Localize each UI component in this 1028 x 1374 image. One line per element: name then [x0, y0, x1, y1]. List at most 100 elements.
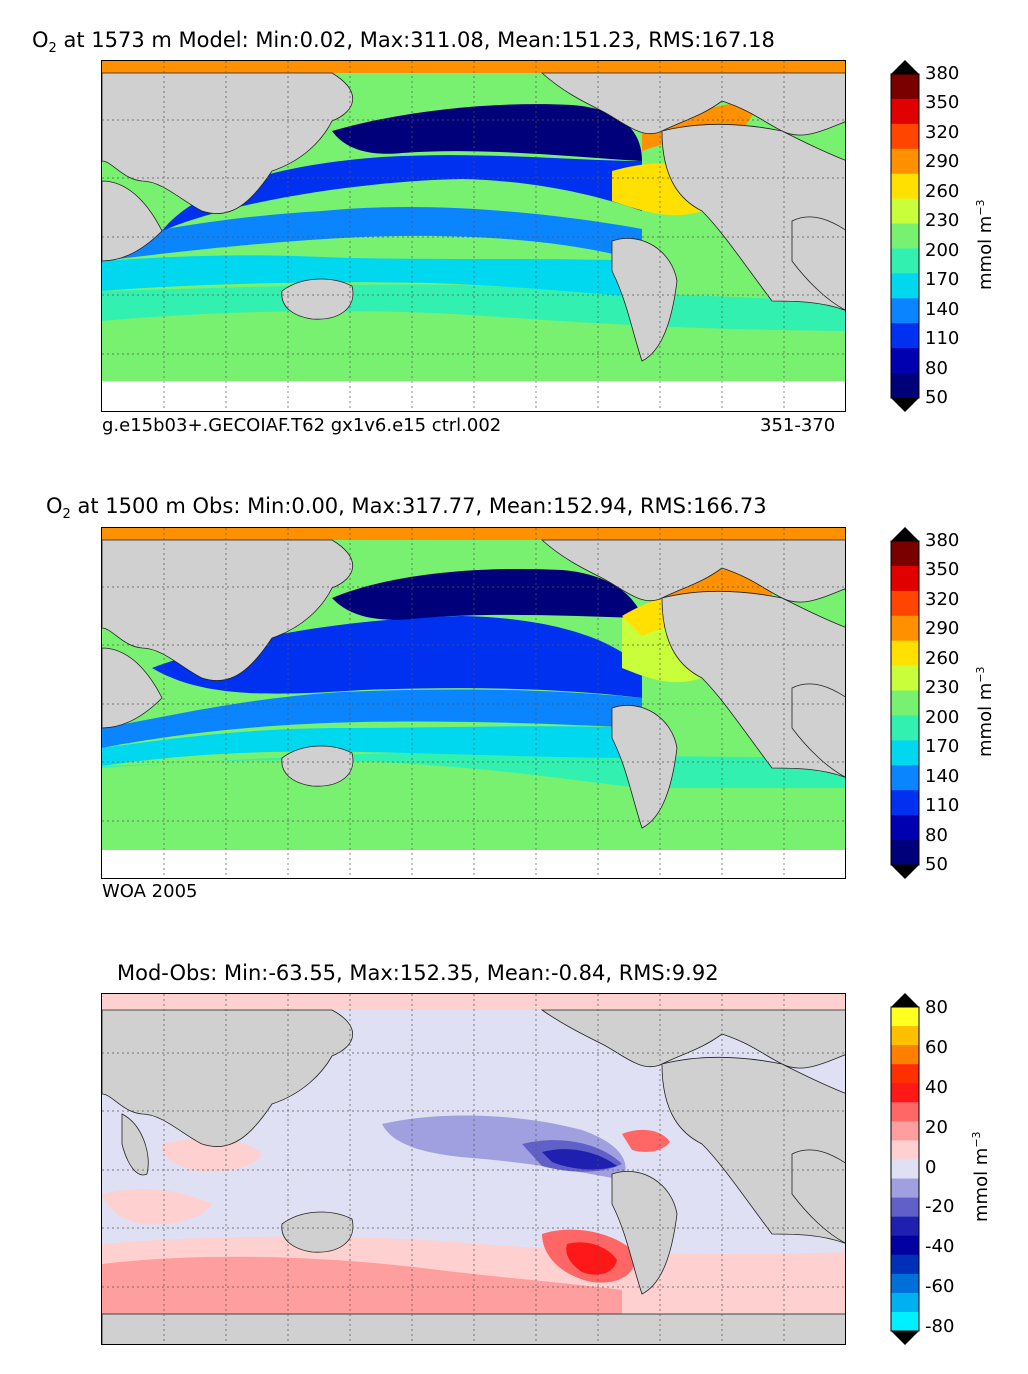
colorbar-swatch	[891, 1007, 919, 1027]
colorbar-swatch	[891, 273, 919, 299]
colorbar-swatch	[891, 615, 919, 642]
colorbar-swatch	[891, 565, 919, 592]
colorbar-swatch	[891, 98, 919, 125]
colorbar-tick-label: 0	[925, 1156, 937, 1178]
colorbar-extend-min	[891, 398, 919, 412]
colorbar-tick-label: 200	[925, 706, 960, 728]
panel1-colorbar	[890, 60, 920, 412]
panel3-colorbar-unit: mmol m−3	[970, 1131, 992, 1222]
colorbar-tick-label: 170	[925, 269, 960, 291]
colorbar-swatch	[891, 1026, 919, 1046]
panel2-colorbar	[890, 527, 920, 879]
colorbar-tick-label: 350	[925, 92, 960, 114]
panel1-map	[101, 60, 846, 412]
colorbar-swatch	[891, 298, 919, 324]
panel3-title: Mod-Obs: Min:-63.55, Max:152.35, Mean:-0…	[117, 961, 719, 985]
colorbar-tick-label: 260	[925, 647, 960, 669]
colorbar-swatch	[891, 1121, 919, 1141]
panel1-caption-left: g.e15b03+.GECOIAF.T62 gx1v6.e15 ctrl.002	[102, 415, 502, 436]
colorbar-swatch	[891, 74, 919, 100]
panel2-map	[101, 527, 846, 879]
panel3-map	[101, 993, 846, 1345]
colorbar-tick-label: 80	[925, 997, 948, 1018]
colorbar-tick-label: 110	[925, 795, 960, 817]
colorbar-swatch	[891, 815, 919, 841]
colorbar-extend-min	[891, 1331, 919, 1345]
colorbar-tick-label: 40	[925, 1076, 948, 1098]
colorbar-tick-label: -60	[925, 1276, 955, 1298]
colorbar-swatch	[891, 590, 919, 617]
colorbar-tick-label: 200	[925, 239, 960, 261]
colorbar-tick-label: 80	[925, 824, 948, 846]
colorbar-swatch	[891, 323, 919, 349]
colorbar-swatch	[891, 348, 919, 374]
colorbar-swatch	[891, 1140, 919, 1160]
colorbar-swatch	[891, 173, 919, 200]
colorbar-swatch	[891, 665, 919, 692]
colorbar-tick-label: 50	[925, 387, 948, 408]
colorbar-tick-label: -80	[925, 1316, 955, 1337]
colorbar-tick-label: 290	[925, 618, 960, 640]
colorbar-tick-label: 80	[925, 357, 948, 379]
colorbar-tick-label: -40	[925, 1236, 955, 1258]
colorbar-extend-min	[891, 865, 919, 879]
colorbar-swatch	[891, 1064, 919, 1084]
colorbar-tick-label: -20	[925, 1196, 955, 1218]
panel2-title: O2 at 1500 m Obs: Min:0.00, Max:317.77, …	[46, 494, 767, 523]
panel1-caption-right: 351-370	[760, 415, 836, 436]
colorbar-swatch	[891, 198, 919, 225]
colorbar-swatch	[891, 1197, 919, 1218]
colorbar-swatch	[891, 765, 919, 791]
panel2-colorbar-unit: mmol m−3	[974, 666, 996, 757]
colorbar-tick-label: 60	[925, 1036, 948, 1058]
colorbar-swatch	[891, 1292, 919, 1313]
colorbar-swatch	[891, 1254, 919, 1275]
colorbar-swatch	[891, 1159, 919, 1180]
colorbar-swatch	[891, 1235, 919, 1256]
colorbar-swatch	[891, 541, 919, 567]
colorbar-swatch	[891, 148, 919, 175]
colorbar-swatch	[891, 1045, 919, 1065]
colorbar-swatch	[891, 248, 919, 274]
colorbar-tick-label: 260	[925, 180, 960, 202]
colorbar-tick-label: 320	[925, 588, 960, 610]
colorbar-extend-max	[891, 527, 919, 541]
colorbar-swatch	[891, 640, 919, 667]
colorbar-swatch	[891, 1083, 919, 1103]
colorbar-tick-label: 290	[925, 151, 960, 173]
colorbar-tick-label: 20	[925, 1116, 948, 1138]
colorbar-swatch	[891, 373, 919, 399]
colorbar-swatch	[891, 740, 919, 766]
colorbar-tick-label: 320	[925, 121, 960, 143]
colorbar-swatch	[891, 1102, 919, 1122]
colorbar-tick-label: 170	[925, 736, 960, 758]
colorbar-swatch	[891, 1178, 919, 1199]
panel2-caption-left: WOA 2005	[102, 881, 198, 902]
colorbar-tick-label: 350	[925, 559, 960, 581]
colorbar-swatch	[891, 715, 919, 741]
colorbar-tick-label: 140	[925, 298, 960, 320]
colorbar-tick-label: 380	[925, 63, 960, 84]
panel1-colorbar-unit: mmol m−3	[974, 199, 996, 290]
colorbar-tick-label: 110	[925, 328, 960, 350]
colorbar-swatch	[891, 690, 919, 716]
colorbar-tick-label: 230	[925, 677, 960, 699]
colorbar-frame	[890, 1006, 920, 1332]
colorbar-tick-label: 140	[925, 765, 960, 787]
colorbar-tick-label: 380	[925, 530, 960, 551]
colorbar-tick-label: 230	[925, 210, 960, 232]
colorbar-swatch	[891, 1216, 919, 1237]
colorbar-tick-label: 50	[925, 854, 948, 875]
colorbar-extend-max	[891, 993, 919, 1007]
colorbar-frame	[890, 73, 920, 399]
colorbar-extend-max	[891, 60, 919, 74]
colorbar-swatch	[891, 123, 919, 150]
colorbar-swatch	[891, 1311, 919, 1332]
colorbar-swatch	[891, 790, 919, 816]
panel1-title: O2 at 1573 m Model: Min:0.02, Max:311.08…	[32, 28, 775, 57]
panel3-colorbar	[890, 993, 920, 1345]
colorbar-swatch	[891, 1273, 919, 1294]
colorbar-frame	[890, 540, 920, 866]
colorbar-swatch	[891, 223, 919, 249]
colorbar-swatch	[891, 840, 919, 866]
